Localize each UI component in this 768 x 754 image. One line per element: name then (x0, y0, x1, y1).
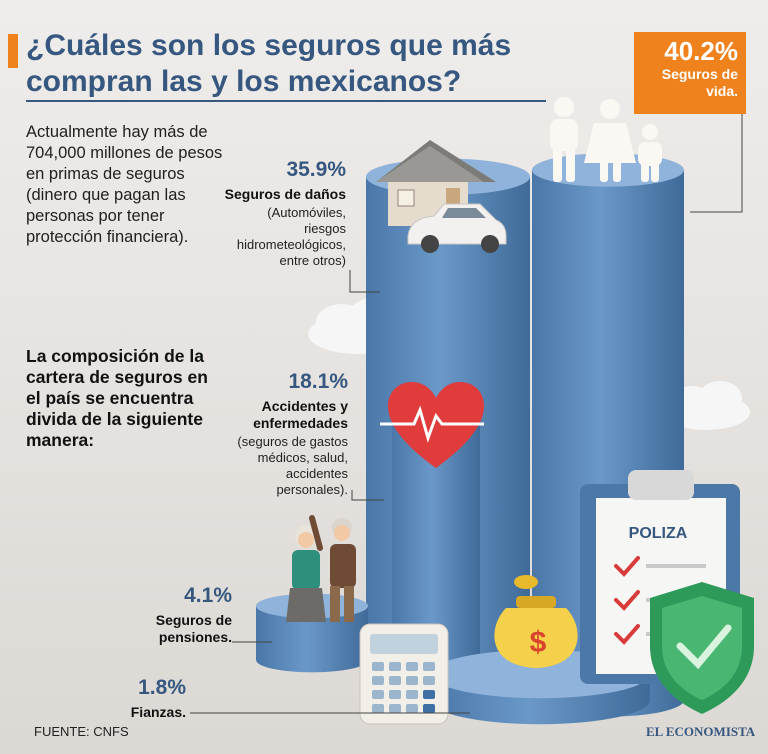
policy-line (646, 564, 706, 568)
leader-lines (190, 114, 743, 714)
bonds-callout: 1.8% Fianzas. (96, 676, 186, 721)
calculator-key (389, 690, 401, 699)
data-label-fianzas-value: 1.8% (138, 676, 186, 699)
shield-check-icon (650, 582, 754, 714)
calculator-key (372, 704, 384, 713)
data-label-fianzas-name: Fianzas. (130, 704, 186, 720)
check-mark-icon (614, 556, 640, 577)
calculator-key (406, 662, 418, 671)
data-label-accidentes-value: 18.1% (288, 370, 348, 393)
money-bag-icon: $ (494, 575, 578, 668)
calculator-key (406, 704, 418, 713)
page-title: ¿Cuáles son los seguros que más compran … (26, 29, 512, 98)
calculator-key (423, 704, 435, 713)
calculator-key (423, 690, 435, 699)
calculator-key (406, 676, 418, 685)
elderly-couple-icon (286, 515, 356, 622)
check-mark-icon (614, 590, 640, 611)
data-label-danos-desc: (Automóviles, riesgos hidrometeológicos,… (236, 205, 346, 268)
calculator-key (389, 704, 401, 713)
calculator-key (389, 662, 401, 671)
calculator-key (372, 690, 384, 699)
calculator-key (423, 676, 435, 685)
car-icon (407, 203, 507, 253)
pension-insurance-callout: 4.1% Seguros de pensiones. (120, 584, 232, 646)
title-accent-bar (8, 34, 18, 68)
calculator-key (406, 690, 418, 699)
calculator-key (372, 676, 384, 685)
composition-subheading: La composición de la cartera de seguros … (26, 346, 208, 450)
data-label-danos-value: 35.9% (286, 158, 346, 181)
calculator-icon (359, 623, 449, 725)
heart-icon (380, 382, 484, 468)
damage-insurance-callout: 35.9% Seguros de daños (Automóviles, rie… (200, 158, 346, 269)
data-label-vida-value: 40.2% (664, 36, 738, 66)
poliza-label: POLIZA (629, 525, 688, 542)
calculator-key (372, 662, 384, 671)
accidents-insurance-callout: 18.1% Accidentes y enfermedades (seguros… (212, 370, 348, 498)
family-icon (550, 97, 662, 182)
calculator-key (423, 662, 435, 671)
brand-logo: EL ECONOMISTA (646, 724, 756, 739)
calculator-key (389, 676, 401, 685)
data-label-vida-name: Seguros de vida. (661, 66, 738, 99)
data-label-pensiones-value: 4.1% (184, 584, 232, 607)
source-note: FUENTE: CNFS (34, 724, 129, 739)
check-mark-icon (614, 624, 640, 645)
title-divider (26, 100, 546, 102)
intro-paragraph: Actualmente hay más de 704,000 millones … (26, 123, 223, 246)
data-label-danos-name: Seguros de daños (224, 186, 346, 202)
house-icon (376, 140, 496, 226)
svg-text:$: $ (530, 626, 547, 659)
data-label-accidentes-name: Accidentes y enfermedades (253, 398, 348, 431)
life-insurance-callout: 40.2% Seguros de vida. (634, 32, 746, 114)
data-label-pensiones-name: Seguros de pensiones. (155, 612, 232, 645)
data-label-accidentes-desc: (seguros de gastos médicos, salud, accid… (237, 434, 348, 497)
